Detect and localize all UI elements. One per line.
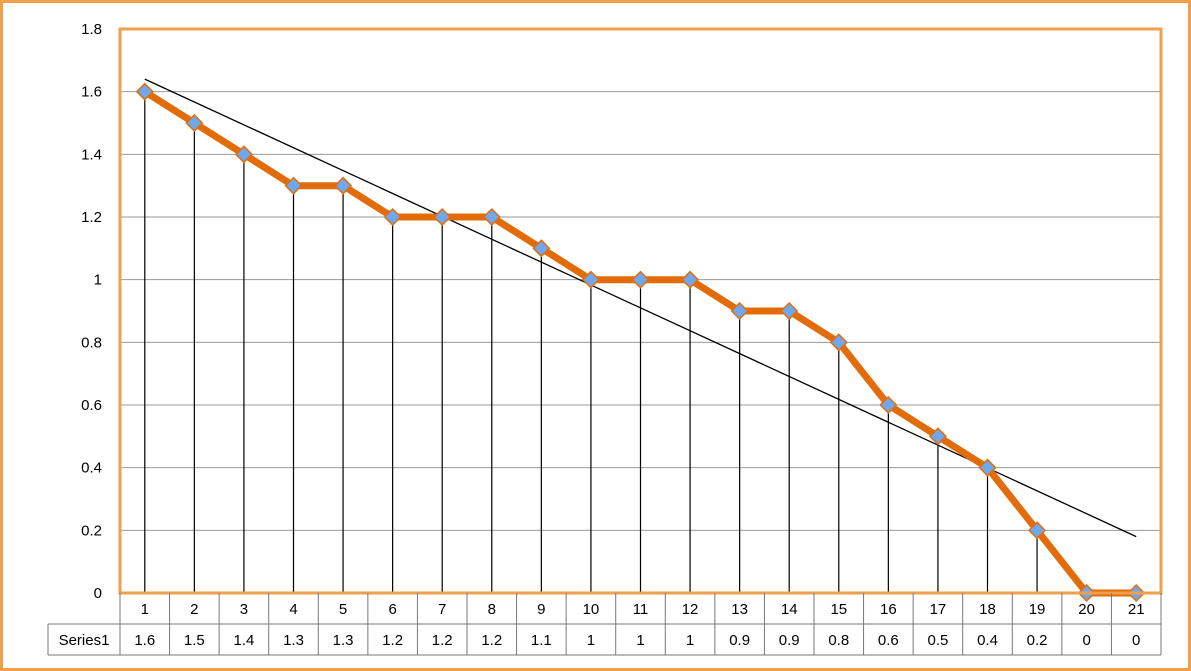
x-category-label: 8: [488, 601, 496, 618]
data-point-marker: [780, 301, 799, 321]
table-row-header: Series1: [59, 632, 110, 649]
x-category-label: 16: [880, 601, 897, 618]
drop-lines: [144, 91, 1038, 593]
table-value-cell: 1.6: [134, 632, 155, 649]
y-tick-label: 0.4: [81, 460, 102, 477]
data-table: 1 2 3 4 5 6 7 8 9 10 11 12 13 14 15 16 17 18 19 20 21Series1…: [47, 593, 1162, 656]
table-value-cell: 1: [686, 632, 694, 649]
data-point-marker: [1028, 521, 1047, 540]
x-category-label: 15: [830, 601, 847, 618]
data-point-marker: [482, 207, 501, 227]
y-tick-label: 1: [94, 272, 102, 289]
table-value-cell: 1: [636, 632, 644, 649]
y-tick-label: 1.4: [81, 146, 102, 163]
table-value-cell: 0.6: [878, 632, 899, 649]
table-value-cell: 1.3: [333, 632, 354, 649]
data-point-marker: [879, 395, 898, 415]
x-category-label: 19: [1029, 601, 1046, 618]
x-category-label: 20: [1078, 601, 1095, 618]
y-tick-label: 0.6: [81, 397, 102, 414]
x-category-label: 9: [537, 601, 545, 618]
table-value-cell: 0: [1132, 632, 1140, 649]
table-value-cell: 0.8: [828, 632, 849, 649]
table-value-cell: 0.9: [779, 632, 800, 649]
x-category-label: 18: [979, 601, 996, 618]
table-value-cell: 0: [1082, 632, 1090, 649]
table-value-cell: 0.4: [977, 632, 998, 649]
table-value-cell: 1.2: [432, 632, 453, 649]
x-category-label: 2: [190, 601, 198, 618]
data-point-marker: [928, 427, 947, 446]
table-value-cell: 1.1: [531, 632, 552, 649]
y-tick-label: 0.2: [81, 522, 102, 539]
table-value-cell: 1.4: [233, 632, 254, 649]
data-point-marker: [383, 207, 402, 227]
data-point-marker: [681, 270, 700, 289]
x-category-label: 13: [731, 601, 748, 618]
table-value-cell: 0.5: [927, 632, 948, 649]
plot-area-border: [118, 27, 1163, 595]
data-point-marker: [433, 207, 452, 227]
x-category-label: 1: [141, 601, 149, 618]
plot-border-group: [118, 27, 1163, 595]
table-value-cell: 1.2: [382, 632, 403, 649]
table-value-cell: 1.3: [283, 632, 304, 649]
data-point-marker: [284, 176, 303, 195]
data-point-marker: [532, 239, 551, 258]
y-tick-label: 1.2: [81, 209, 102, 226]
x-category-label: 10: [583, 601, 600, 618]
y-tick-label: 0: [94, 585, 102, 602]
x-category-label: 12: [682, 601, 699, 618]
table-value-cell: 0.2: [1027, 632, 1048, 649]
table-value-cell: 1.2: [481, 632, 502, 649]
x-category-label: 11: [633, 601, 649, 618]
x-category-label: 17: [930, 601, 947, 618]
x-category-label: 14: [781, 601, 798, 618]
data-point-marker: [185, 113, 204, 133]
x-category-label: 5: [339, 601, 347, 618]
table-value-cell: 0.9: [729, 632, 750, 649]
data-point-marker: [234, 145, 253, 164]
x-category-label: 3: [240, 601, 248, 618]
data-point-marker: [978, 458, 997, 477]
data-point-marker: [631, 270, 650, 289]
data-point-marker: [581, 270, 600, 289]
x-category-label: 7: [438, 601, 446, 618]
y-tick-label: 0.8: [81, 334, 102, 351]
data-point-marker: [829, 333, 848, 352]
x-category-label: 6: [388, 601, 396, 618]
table-value-cell: 1.5: [184, 632, 205, 649]
x-category-label: 21: [1128, 601, 1145, 618]
y-tick-label: 1.8: [81, 21, 102, 38]
x-category-label: 4: [289, 601, 297, 618]
y-tick-label: 1.6: [81, 84, 102, 101]
table-value-cell: 1: [587, 632, 595, 649]
y-axis-tick-labels: 0 0.2 0.4 0.6 0.8 1 1.2 1.4 1.6 1.8: [81, 21, 102, 602]
data-point-marker: [730, 301, 749, 321]
data-point-marker: [334, 176, 353, 195]
data-point-marker: [135, 82, 154, 101]
